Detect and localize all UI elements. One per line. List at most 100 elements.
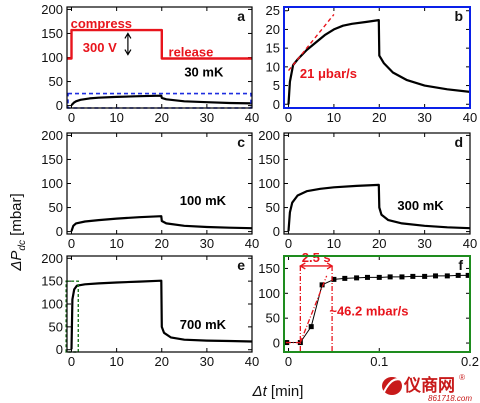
x-tick-label-b: 10	[327, 110, 341, 125]
series-pressure-30mK	[70, 94, 253, 106]
y-axis-title-unit: [mbar]	[8, 193, 25, 240]
duration-arrow-head-right	[326, 262, 334, 270]
y-tick-label-b: 25	[266, 3, 280, 18]
y-tick-label-f: 100	[258, 286, 280, 301]
data-point-f	[410, 273, 416, 279]
x-tick-label-e: 0	[68, 354, 75, 369]
zoom-box	[65, 280, 79, 353]
data-point-f	[342, 275, 348, 281]
label-temperature: 100 mK	[180, 193, 227, 208]
plot-frame-b	[283, 6, 471, 109]
y-tick-label-d: 100	[258, 176, 280, 191]
panel-f: 0 0.1 0.2 0 50 100 150 2.5 s ~46.2 mbar/s f	[258, 250, 479, 369]
x-tick-label-f: 0	[285, 354, 292, 369]
x-tick-label-a: 0	[68, 110, 75, 125]
watermark-logo: 仪商网 ® 861718.com	[382, 373, 472, 403]
x-tick-label-b: 0	[285, 110, 292, 125]
data-point-f	[376, 274, 382, 280]
data-point-f	[354, 275, 360, 281]
y-tick-label-d: 150	[258, 152, 280, 167]
plot-frame-c	[66, 132, 253, 235]
watermark-text: 仪商网	[403, 375, 455, 395]
series-voltage-protocol	[67, 28, 252, 60]
data-point-f	[422, 273, 428, 279]
y-tick-label-b: 15	[266, 41, 280, 56]
label-temperature: 30 mK	[184, 65, 224, 80]
x-axis-title-symbol: Δt	[252, 383, 268, 400]
panel-letter-a: a	[237, 8, 245, 24]
y-tick-label-c: 50	[49, 200, 63, 215]
y-tick-label-e: 50	[49, 319, 63, 334]
x-axis-title-unit: [min]	[267, 383, 304, 400]
series-pressure-30mK-zoom	[287, 19, 471, 105]
x-tick-label-a: 30	[200, 110, 214, 125]
panel-letter-f: f	[458, 257, 463, 273]
duration-arrow-head-left	[299, 262, 306, 270]
series-pressure-100mK	[70, 215, 253, 232]
label-temperature: 300 mK	[397, 198, 444, 213]
label-rate: ~46.2 mbar/s	[329, 304, 408, 319]
y-axis-title-subscript: dc	[17, 240, 28, 251]
y-tick-label-f: 0	[273, 336, 280, 351]
panel-e: 0 10 20 30 40 0 50 100 150 200 700 mK e	[41, 251, 259, 369]
panel-d: 0 10 20 30 40 0 50 100 150 200 300 mK d	[258, 128, 477, 251]
y-tick-label-e: 200	[41, 251, 63, 266]
x-tick-label-a: 40	[245, 110, 259, 125]
label-rate: 21 μbar/s	[300, 66, 357, 81]
x-tick-label-d: 30	[417, 236, 431, 251]
data-point-f	[465, 272, 471, 278]
y-tick-label-e: 100	[41, 297, 63, 312]
label-duration: 2.5 s	[302, 250, 331, 265]
label-temperature: 700 mK	[180, 317, 227, 332]
y-tick-label-f: 50	[266, 311, 280, 326]
series-pressure-700mK	[70, 279, 253, 350]
y-tick-label-d: 50	[266, 200, 280, 215]
y-tick-label-a: 200	[41, 2, 63, 17]
x-tick-label-d: 0	[285, 236, 292, 251]
x-tick-label-f: 0.2	[461, 354, 479, 369]
x-axis-title: Δt [min]	[252, 383, 304, 400]
data-point-f	[308, 324, 314, 330]
label-release: release	[169, 45, 214, 60]
x-tick-label-b: 30	[417, 110, 431, 125]
y-tick-label-d: 0	[273, 224, 280, 239]
data-point-f	[364, 274, 370, 280]
rise-dash	[299, 275, 328, 343]
y-tick-label-f: 150	[258, 261, 280, 276]
x-tick-label-e: 30	[200, 354, 214, 369]
label-compress: compress	[71, 16, 132, 31]
y-tick-label-a: 50	[49, 74, 63, 89]
data-point-f	[387, 274, 393, 280]
x-tick-label-a: 10	[109, 110, 123, 125]
x-tick-label-c: 40	[245, 236, 259, 251]
data-point-f	[319, 282, 325, 288]
y-tick-label-d: 200	[258, 128, 280, 143]
plot-frame-e	[66, 255, 253, 353]
x-tick-label-d: 10	[327, 236, 341, 251]
x-tick-label-e: 40	[245, 354, 259, 369]
y-tick-label-e: 150	[41, 274, 63, 289]
x-tick-label-d: 40	[463, 236, 477, 251]
plot-frame-f	[283, 255, 471, 353]
y-axis-title-symbol: ΔP	[8, 251, 25, 272]
y-tick-label-c: 150	[41, 152, 63, 167]
x-tick-label-b: 20	[372, 110, 386, 125]
watermark-emblem-swoosh-icon	[383, 378, 402, 393]
y-tick-label-c: 100	[41, 176, 63, 191]
x-tick-label-c: 20	[155, 236, 169, 251]
y-tick-label-a: 100	[41, 50, 63, 65]
panel-letter-d: d	[454, 134, 463, 150]
panel-letter-c: c	[237, 134, 245, 150]
x-tick-label-c: 10	[109, 236, 123, 251]
y-tick-label-b: 0	[273, 97, 280, 112]
data-point-f	[399, 274, 405, 280]
watermark-registered: ®	[459, 373, 465, 382]
y-tick-label-b: 10	[266, 59, 280, 74]
data-point-f	[455, 272, 461, 278]
series-pressure-300mK	[287, 183, 471, 232]
voltage-arrow-head-down	[124, 49, 132, 56]
watermark-url: 861718.com	[428, 394, 472, 403]
x-tick-label-e: 20	[155, 354, 169, 369]
